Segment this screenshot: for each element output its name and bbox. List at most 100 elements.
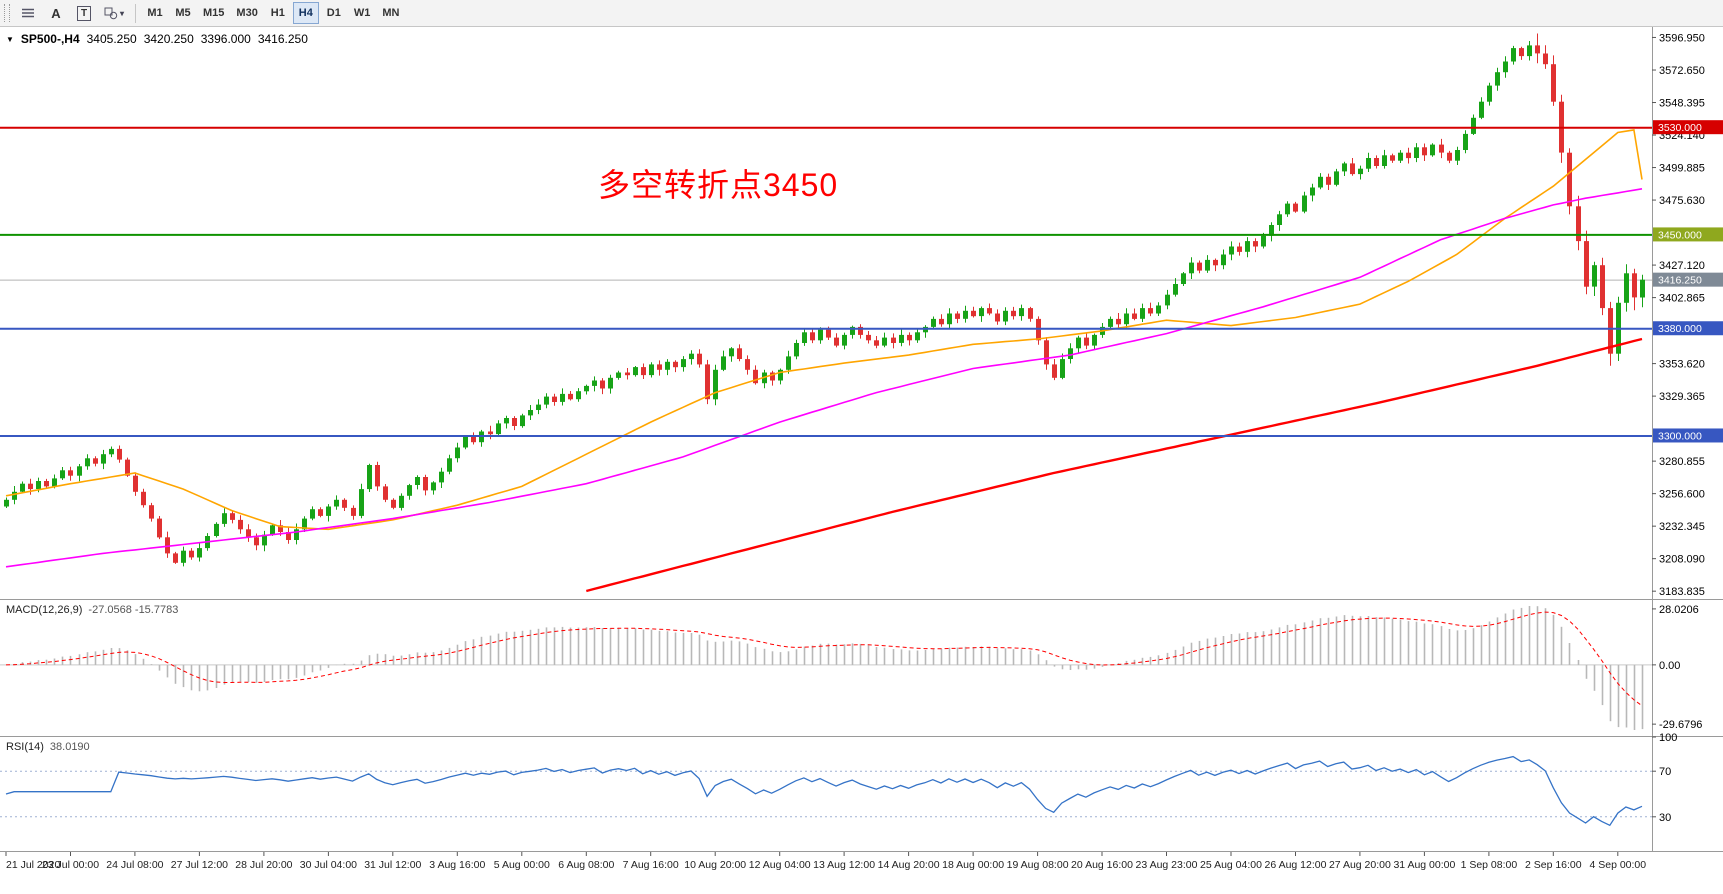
price-tick-label: 3402.865 — [1659, 293, 1705, 305]
time-tick-label: 20 Aug 16:00 — [1071, 859, 1133, 871]
time-tick-label: 23 Aug 23:00 — [1136, 859, 1198, 871]
price-tick-label: 3548.395 — [1659, 98, 1705, 110]
rsi-tick-label: 100 — [1659, 732, 1677, 744]
time-tick-label: 19 Aug 08:00 — [1007, 859, 1069, 871]
macd-histogram — [13, 606, 1644, 730]
price-tick-label: 3280.855 — [1659, 456, 1705, 468]
timeframe-m30-button[interactable]: M30 — [231, 2, 262, 24]
time-tick-label: 1 Sep 08:00 — [1461, 859, 1518, 871]
panel-borders — [0, 27, 1723, 852]
time-tick-label: 5 Aug 00:00 — [494, 859, 550, 871]
time-tick-label: 14 Aug 20:00 — [878, 859, 940, 871]
macd-values: -27.0568 -15.7783 — [88, 604, 179, 616]
time-tick-label: 26 Aug 12:00 — [1265, 859, 1327, 871]
macd-signal-line — [5, 611, 1643, 707]
price-tick-label: 3232.345 — [1659, 521, 1705, 533]
price-tick-label: 3183.835 — [1659, 586, 1705, 598]
price-tick-label: 3353.620 — [1659, 359, 1705, 371]
macd-panel[interactable]: 28.0206 0.00 -29.6796 — [0, 604, 1702, 731]
candles-layer — [4, 33, 1645, 567]
macd-indicator-label: MACD(12,26,9) -27.0568 -15.7783 — [6, 604, 178, 616]
toolbar-separator — [135, 3, 137, 23]
time-tick-label: 21 Jul 2020 — [6, 859, 60, 871]
text-label-tool-button[interactable]: A — [43, 2, 69, 24]
rsi-panel[interactable]: 100 70 30 — [0, 732, 1677, 827]
toolbar: A T ▾ M1 M5 M15 M30 H1 H4 D1 W1 MN — [0, 0, 1723, 27]
annotation-text[interactable]: 多空转折点3450 — [598, 167, 839, 203]
timeframe-m5-button[interactable]: M5 — [170, 2, 196, 24]
time-tick-label: 4 Sep 00:00 — [1589, 859, 1646, 871]
symbol-name: SP500-,H4 — [20, 32, 80, 46]
shapes-icon — [104, 7, 118, 20]
time-tick-label: 13 Aug 12:00 — [813, 859, 875, 871]
shapes-tool-button[interactable]: ▾ — [99, 2, 129, 24]
ohlc-high: 3420.250 — [143, 32, 194, 46]
rsi-indicator-label: RSI(14) 38.0190 — [6, 741, 90, 753]
price-tick-label: 3572.650 — [1659, 65, 1705, 77]
text-box-icon: T — [76, 5, 92, 21]
level-price-label: 3450.000 — [1653, 227, 1723, 242]
timeframe-h1-button[interactable]: H1 — [265, 2, 291, 24]
time-tick-label: 31 Jul 12:00 — [364, 859, 421, 871]
level-price-label: 3530.000 — [1653, 120, 1723, 135]
time-tick-label: 23 Jul 00:00 — [42, 859, 99, 871]
price-tick-label: 3596.950 — [1659, 32, 1705, 44]
macd-name: MACD(12,26,9) — [6, 604, 83, 616]
level-price-label: 3300.000 — [1653, 428, 1723, 443]
rsi-line — [5, 755, 1643, 827]
timeframe-mn-button[interactable]: MN — [377, 2, 404, 24]
level-price-label: 3380.000 — [1653, 321, 1723, 336]
svg-text:3300.000: 3300.000 — [1658, 430, 1702, 442]
timeframe-d1-button[interactable]: D1 — [321, 2, 347, 24]
charts-grid-button[interactable] — [15, 2, 41, 24]
time-tick-label: 27 Jul 12:00 — [171, 859, 228, 871]
main-chart-panel[interactable] — [0, 33, 1652, 593]
symbol-ohlc-readout[interactable]: ▼ SP500-,H4 3405.250 3420.250 3396.000 3… — [6, 32, 308, 46]
macd-tick-label: -29.6796 — [1659, 719, 1702, 731]
timeframe-m15-button[interactable]: M15 — [198, 2, 229, 24]
time-tick-label: 30 Jul 04:00 — [300, 859, 357, 871]
price-tick-label: 3329.365 — [1659, 391, 1705, 403]
price-tick-label: 3256.600 — [1659, 489, 1705, 501]
time-tick-label: 12 Aug 04:00 — [749, 859, 811, 871]
svg-text:3530.000: 3530.000 — [1658, 122, 1702, 134]
ohlc-low: 3396.000 — [200, 32, 251, 46]
rsi-value: 38.0190 — [49, 741, 90, 753]
ohlc-open: 3405.250 — [86, 32, 137, 46]
time-tick-label: 7 Aug 16:00 — [623, 859, 679, 871]
rsi-name: RSI(14) — [6, 741, 44, 753]
ohlc-close: 3416.250 — [257, 32, 308, 46]
svg-text:3416.250: 3416.250 — [1658, 275, 1702, 287]
time-tick-label: 10 Aug 20:00 — [684, 859, 746, 871]
ma-fast-moving-average-line — [5, 128, 1643, 531]
chevron-down-icon: ▾ — [120, 8, 125, 18]
macd-tick-label: 0.00 — [1659, 660, 1680, 672]
rsi-tick-label: 70 — [1659, 766, 1671, 778]
time-tick-label: 31 Aug 00:00 — [1393, 859, 1455, 871]
price-tick-label: 3427.120 — [1659, 260, 1705, 272]
text-label-icon: A — [51, 5, 61, 21]
macd-tick-label: 28.0206 — [1659, 604, 1699, 616]
time-tick-label: 6 Aug 08:00 — [558, 859, 614, 871]
price-tick-label: 3475.630 — [1659, 195, 1705, 207]
timeframe-h4-button[interactable]: H4 — [292, 2, 319, 24]
rsi-tick-label: 30 — [1659, 812, 1671, 824]
grid-icon — [22, 8, 34, 18]
text-box-tool-button[interactable]: T — [71, 2, 97, 24]
ma-mid-moving-average-line — [5, 188, 1643, 568]
price-tick-label: 3499.885 — [1659, 163, 1705, 175]
time-tick-label: 28 Jul 20:00 — [235, 859, 292, 871]
svg-text:3380.000: 3380.000 — [1658, 323, 1702, 335]
current-price-label: 3416.250 — [1653, 272, 1723, 287]
svg-text:3450.000: 3450.000 — [1658, 229, 1702, 241]
time-tick-label: 3 Aug 16:00 — [429, 859, 485, 871]
price-axis[interactable]: 3596.9503572.6503548.3953524.1403499.885… — [1652, 32, 1723, 598]
timeframe-m1-button[interactable]: M1 — [142, 2, 168, 24]
ma-slow-moving-average-line — [585, 337, 1643, 593]
timeframe-w1-button[interactable]: W1 — [349, 2, 376, 24]
time-tick-label: 18 Aug 00:00 — [942, 859, 1004, 871]
toolbar-gripper[interactable] — [4, 4, 10, 22]
time-tick-label: 27 Aug 20:00 — [1329, 859, 1391, 871]
